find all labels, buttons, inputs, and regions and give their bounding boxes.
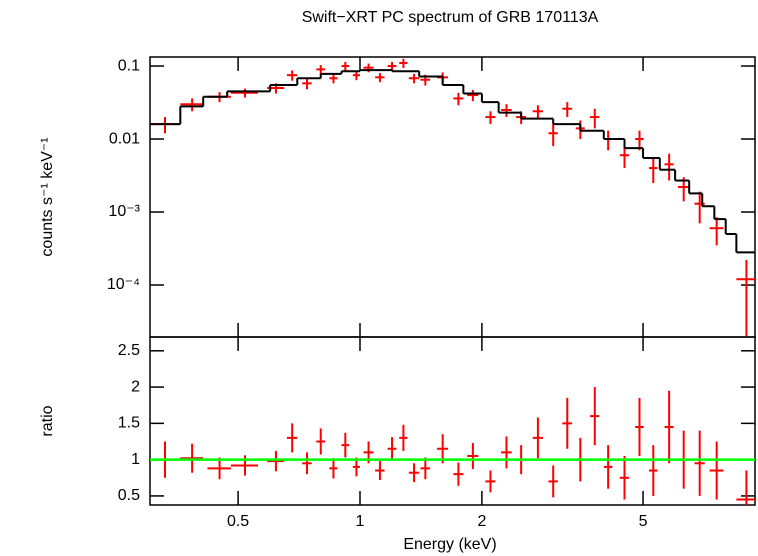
- chart-title: Swift−XRT PC spectrum of GRB 170113A: [302, 9, 599, 26]
- y-tick-label: 0.5: [118, 487, 140, 504]
- y-tick-label: 2: [131, 378, 140, 395]
- y-tick-label: 10⁻⁴: [107, 276, 140, 293]
- x-tick-label: 1: [356, 513, 365, 530]
- y-axis-label: counts s⁻¹ keV⁻¹: [39, 137, 56, 256]
- y-tick-label: 1: [131, 451, 140, 468]
- plot-area: [150, 58, 755, 337]
- panel-frame: [149, 336, 756, 506]
- x-tick-label: 2: [477, 513, 486, 530]
- plot-area: [150, 387, 755, 505]
- x-tick-label: 0.5: [227, 513, 249, 530]
- y-tick-label: 0.01: [109, 130, 140, 147]
- y-tick-label: 0.1: [118, 57, 140, 74]
- x-tick-label: 5: [639, 513, 648, 530]
- x-axis-label: Energy (keV): [403, 536, 496, 553]
- y-tick-label: 10⁻³: [108, 203, 140, 220]
- y-tick-label: 2.5: [118, 342, 140, 359]
- panel-frame: [149, 56, 756, 338]
- y-axis-label: ratio: [39, 405, 56, 436]
- y-tick-label: 1.5: [118, 415, 140, 432]
